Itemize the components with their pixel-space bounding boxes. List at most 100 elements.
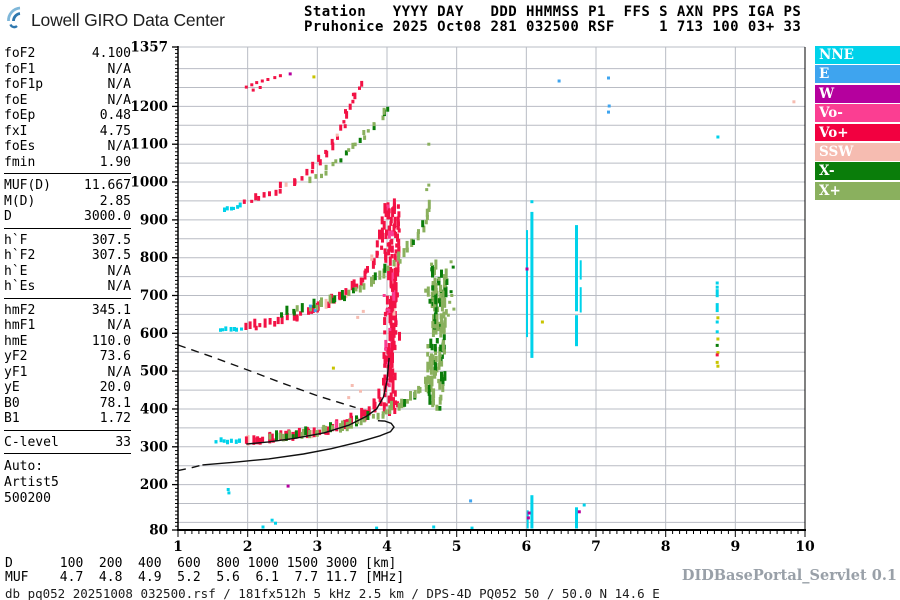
param-row-fxi: fxI 4.75 <box>4 124 131 140</box>
param-label: hmF1 <box>4 318 36 333</box>
trace-o-mode-hop3 <box>242 80 364 204</box>
autoscaling-line: 500200 <box>4 491 51 506</box>
autoscaling-line: Auto: <box>4 459 44 474</box>
svg-text:5: 5 <box>452 539 462 555</box>
curve-extrapolation-lower <box>177 464 203 472</box>
param-row-fof2: foF2 4.100 <box>4 46 131 62</box>
param-value: 3000.0 <box>84 209 131 224</box>
param-label: h`F2 <box>4 248 36 263</box>
param-row-hmf1: hmF1 N/A <box>4 318 131 334</box>
param-value: 1.90 <box>99 154 131 170</box>
param-label: hmE <box>4 333 28 349</box>
svg-text:600: 600 <box>140 326 168 342</box>
trace-x-mode-hop3 <box>308 106 390 184</box>
param-value: N/A <box>107 318 131 333</box>
param-label: h`E <box>4 263 28 279</box>
svg-text:10: 10 <box>795 539 815 555</box>
param-row-foe: foE N/A <box>4 93 131 109</box>
svg-text:2: 2 <box>243 539 253 555</box>
param-label: foEs <box>4 139 36 154</box>
svg-text:500: 500 <box>140 364 168 380</box>
giro-wave-logo-icon <box>6 5 28 35</box>
param-label: yF2 <box>4 349 28 364</box>
svg-text:1357: 1357 <box>130 40 168 56</box>
svg-text:7: 7 <box>591 539 601 555</box>
giro-brand[interactable]: Lowell GIRO Data Center <box>6 5 225 35</box>
trace-nne-leadin-hop2 <box>219 326 243 332</box>
param-label: M(D) <box>4 193 36 209</box>
station-header: Station YYYY DAY DDD HHMMSS P1 FFS S AXN… <box>304 5 801 34</box>
param-value: N/A <box>107 61 131 77</box>
svg-text:3: 3 <box>312 539 322 555</box>
trace-nne-leadin-hop1 <box>214 437 241 445</box>
param-row-ye: yE 20.0 <box>4 380 131 396</box>
param-row-yf1: yF1 N/A <box>4 365 131 381</box>
param-row-md: M(D) 2.85 <box>4 194 131 210</box>
param-label: foF1 <box>4 61 36 77</box>
station-header-line1: Station YYYY DAY DDD HHMMSS P1 FFS S AXN… <box>304 4 802 20</box>
legend-item-ssw: SSW <box>815 142 900 161</box>
svg-text:1100: 1100 <box>130 137 168 153</box>
trace-x-mode-hop2 <box>280 199 431 318</box>
param-value: 1.72 <box>99 411 131 426</box>
param-row-d: D 3000.0 <box>4 209 131 225</box>
param-value: N/A <box>107 77 131 92</box>
param-row-clevel: C-level 33 <box>4 435 131 451</box>
param-label: C-level <box>4 434 59 450</box>
param-label: yE <box>4 380 20 395</box>
svg-text:1: 1 <box>173 539 183 555</box>
autoscaling-info: Auto: Artist5 500200 <box>4 459 131 507</box>
param-separator <box>4 297 131 299</box>
param-value: 307.5 <box>91 232 131 248</box>
legend-item-nne: NNE <box>815 46 900 64</box>
servlet-version-label: DIDBasePortal_Servlet 0.1 <box>681 567 897 584</box>
param-value: N/A <box>107 139 131 154</box>
oblique-echo-columns <box>526 211 582 529</box>
distance-row: D 100 200 400 600 800 1000 1500 3000 [km… <box>5 556 397 571</box>
param-separator <box>4 173 131 174</box>
param-value: 11.667 <box>84 178 131 193</box>
param-value: 345.1 <box>91 302 131 318</box>
param-value: N/A <box>107 364 131 380</box>
svg-text:900: 900 <box>140 212 168 228</box>
svg-text:800: 800 <box>140 250 168 266</box>
param-value: 4.75 <box>99 123 131 139</box>
param-row-foes: foEs N/A <box>4 139 131 155</box>
param-value: 0.48 <box>99 108 131 123</box>
muf-row: MUF 4.7 4.8 4.9 5.2 5.6 6.1 7.7 11.7 [MH… <box>5 570 405 585</box>
param-separator <box>4 453 131 454</box>
param-separator <box>4 429 131 431</box>
param-value: N/A <box>107 92 131 108</box>
svg-text:8: 8 <box>661 539 671 555</box>
trace-o-mode-hop2 <box>244 208 391 331</box>
param-label: foF2 <box>4 46 36 61</box>
param-value: 78.1 <box>99 395 131 411</box>
measurement-status-line: db pq052 20251008 032500.rsf / 181fx512h… <box>5 586 660 600</box>
scatter-dots <box>226 72 796 530</box>
param-label: yF1 <box>4 364 28 380</box>
legend-item-w: W <box>815 84 900 103</box>
param-row-hf: h`F 307.5 <box>4 233 131 249</box>
station-header-line2: Pruhonice 2025 Oct08 281 032500 RSF 1 71… <box>304 18 802 35</box>
svg-text:1000: 1000 <box>130 175 168 191</box>
plot-grid <box>178 46 805 530</box>
param-value: N/A <box>107 279 131 294</box>
legend-item-x: X- <box>815 162 900 181</box>
param-label: MUF(D) <box>4 178 51 193</box>
param-row-hes: h`Es N/A <box>4 279 131 295</box>
param-value: 4.100 <box>91 46 131 61</box>
param-value: 307.5 <box>91 248 131 263</box>
param-row-fmin: fmin 1.90 <box>4 155 131 171</box>
scaled-parameters-panel: foF2 4.100 foF1 N/A foF1p N/A foE N/A foEp 0.48 fx… <box>4 46 131 507</box>
param-row-foep: foEp 0.48 <box>4 108 131 124</box>
param-label: foF1p <box>4 77 44 92</box>
param-value: 110.0 <box>91 333 131 349</box>
svg-text:400: 400 <box>140 402 168 418</box>
param-label: D <box>4 209 12 224</box>
param-row-fof1: foF1 N/A <box>4 62 131 78</box>
legend-item-e: E <box>815 65 900 84</box>
legend-item-x: X+ <box>815 181 900 200</box>
curve-extrapolation-upper <box>177 344 356 409</box>
